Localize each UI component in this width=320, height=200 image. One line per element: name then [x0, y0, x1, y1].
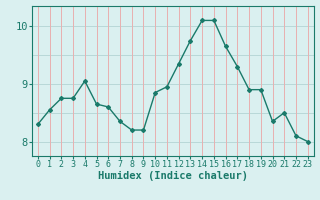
X-axis label: Humidex (Indice chaleur): Humidex (Indice chaleur): [98, 171, 248, 181]
